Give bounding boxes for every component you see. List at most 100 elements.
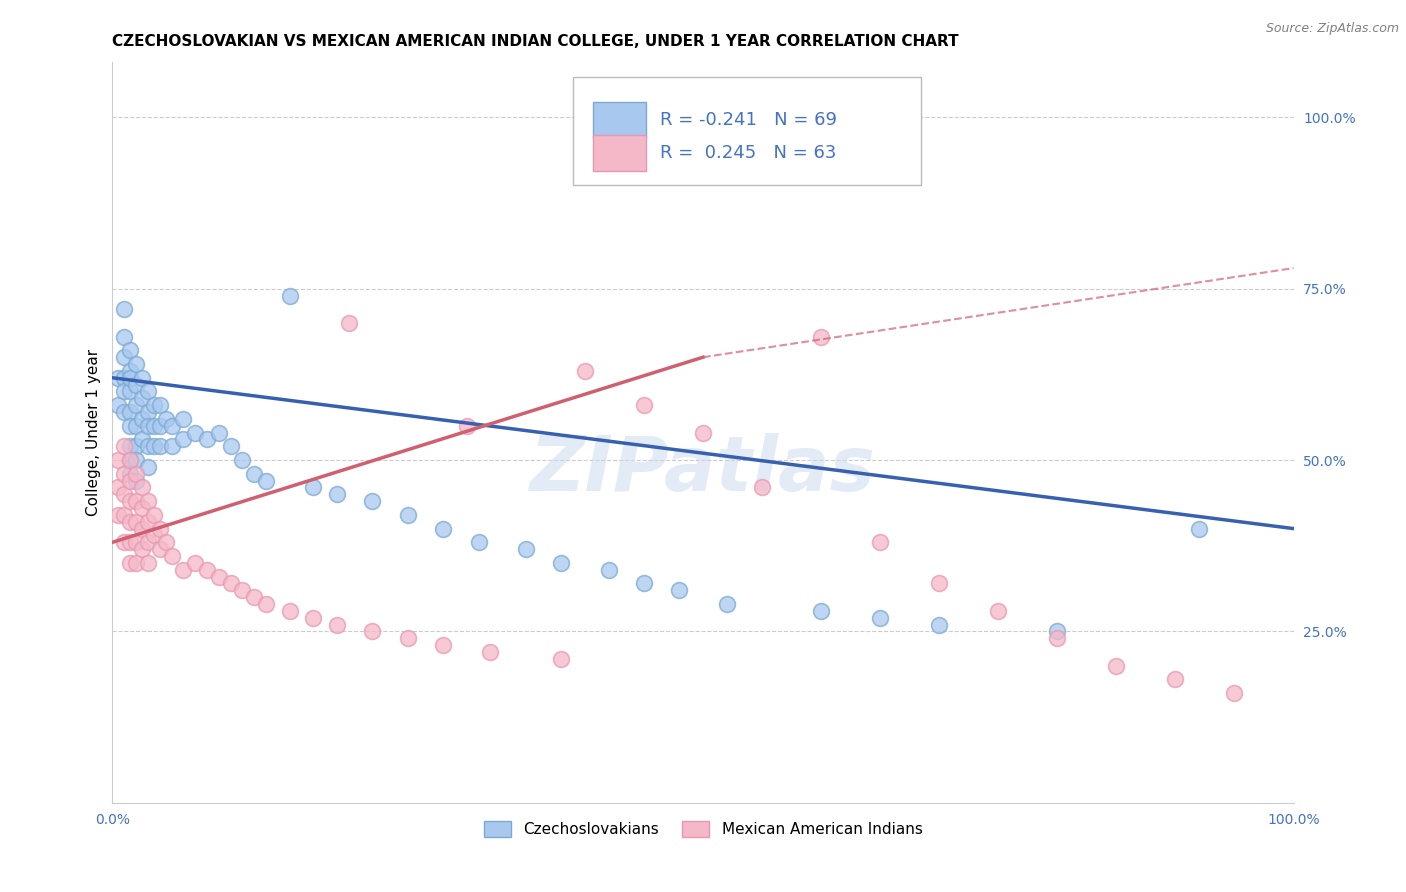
Point xyxy=(136,405,159,419)
Point xyxy=(125,535,148,549)
Point xyxy=(928,617,950,632)
Point xyxy=(751,480,773,494)
Point xyxy=(120,364,142,378)
Point xyxy=(195,433,218,447)
Point xyxy=(810,329,832,343)
Point xyxy=(692,425,714,440)
Point xyxy=(107,371,129,385)
Point xyxy=(125,556,148,570)
Point xyxy=(326,617,349,632)
Bar xyxy=(593,136,647,171)
Point xyxy=(869,610,891,624)
Point xyxy=(231,453,253,467)
Point xyxy=(243,590,266,604)
Point xyxy=(1188,522,1211,536)
Point xyxy=(142,508,165,522)
Point xyxy=(810,604,832,618)
Point xyxy=(136,439,159,453)
Point xyxy=(716,597,738,611)
Point xyxy=(125,377,148,392)
Point xyxy=(131,501,153,516)
Point xyxy=(142,418,165,433)
Point xyxy=(112,384,135,399)
Point xyxy=(131,371,153,385)
Point xyxy=(231,583,253,598)
Point xyxy=(142,528,165,542)
Point xyxy=(136,556,159,570)
Point xyxy=(668,583,690,598)
Point xyxy=(125,418,148,433)
Point xyxy=(120,535,142,549)
Point xyxy=(550,652,572,666)
Point xyxy=(125,474,148,488)
Point xyxy=(172,433,194,447)
Point xyxy=(131,522,153,536)
Text: R =  0.245   N = 63: R = 0.245 N = 63 xyxy=(661,145,837,162)
Point xyxy=(112,439,135,453)
Legend: Czechoslovakians, Mexican American Indians: Czechoslovakians, Mexican American India… xyxy=(478,815,928,843)
Point xyxy=(1046,624,1069,639)
Point xyxy=(131,480,153,494)
Point xyxy=(107,480,129,494)
Point xyxy=(112,371,135,385)
Point xyxy=(142,439,165,453)
Point xyxy=(120,453,142,467)
Point xyxy=(125,467,148,481)
Point xyxy=(149,439,172,453)
Point xyxy=(120,439,142,453)
Point xyxy=(149,398,172,412)
Point xyxy=(125,494,148,508)
Point xyxy=(184,425,207,440)
FancyBboxPatch shape xyxy=(574,78,921,185)
Point xyxy=(254,474,277,488)
Point xyxy=(598,563,620,577)
Point xyxy=(155,412,177,426)
Point xyxy=(160,439,183,453)
Point xyxy=(550,556,572,570)
Point xyxy=(136,515,159,529)
Text: R = -0.241   N = 69: R = -0.241 N = 69 xyxy=(661,111,838,128)
Point xyxy=(432,638,454,652)
Point xyxy=(142,398,165,412)
Point xyxy=(125,453,148,467)
Point xyxy=(149,418,172,433)
Point xyxy=(337,316,360,330)
Point xyxy=(120,384,142,399)
Point xyxy=(1105,658,1128,673)
Point xyxy=(112,535,135,549)
Point xyxy=(131,412,153,426)
Point xyxy=(633,398,655,412)
Point xyxy=(243,467,266,481)
Point xyxy=(125,439,148,453)
Point xyxy=(136,535,159,549)
Point xyxy=(112,329,135,343)
Text: Source: ZipAtlas.com: Source: ZipAtlas.com xyxy=(1265,22,1399,36)
Point xyxy=(107,453,129,467)
Point xyxy=(136,459,159,474)
Point xyxy=(184,556,207,570)
Point xyxy=(928,576,950,591)
Text: CZECHOSLOVAKIAN VS MEXICAN AMERICAN INDIAN COLLEGE, UNDER 1 YEAR CORRELATION CHA: CZECHOSLOVAKIAN VS MEXICAN AMERICAN INDI… xyxy=(112,34,959,49)
Point xyxy=(1223,686,1246,700)
Point xyxy=(456,418,478,433)
Point xyxy=(326,487,349,501)
Point xyxy=(361,494,384,508)
Point xyxy=(149,542,172,557)
Point xyxy=(125,357,148,371)
Point xyxy=(172,412,194,426)
Point xyxy=(112,405,135,419)
Y-axis label: College, Under 1 year: College, Under 1 year xyxy=(86,349,101,516)
Point xyxy=(361,624,384,639)
Text: ZIPatlas: ZIPatlas xyxy=(530,433,876,507)
Point xyxy=(120,494,142,508)
Point xyxy=(107,508,129,522)
Point xyxy=(278,288,301,302)
Point xyxy=(574,364,596,378)
Point xyxy=(208,569,231,583)
Point xyxy=(1164,673,1187,687)
Point xyxy=(172,563,194,577)
Point xyxy=(131,392,153,406)
Point xyxy=(149,522,172,536)
Point xyxy=(120,343,142,358)
Point xyxy=(120,453,142,467)
